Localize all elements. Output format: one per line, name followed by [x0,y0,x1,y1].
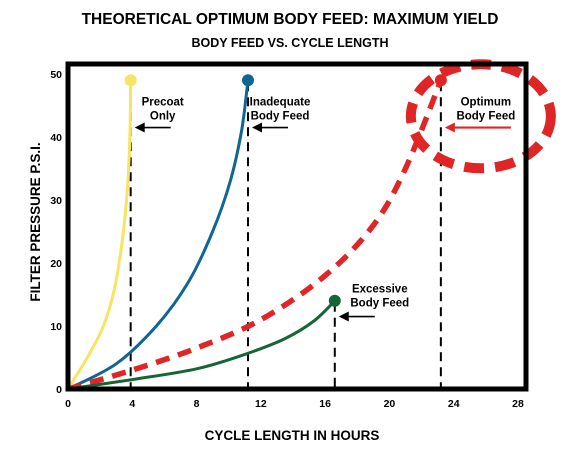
y-tick-label: 20 [50,258,62,270]
y-tick-label: 10 [50,321,62,333]
annotation-label-excessive: Excessive [352,284,408,296]
x-tick-label: 28 [512,398,524,410]
plot-frame [65,61,529,392]
annotation-label-precoat: Only [150,111,176,123]
series-endpoint-precoat-only [124,74,137,87]
annotation-label-excessive: Body Feed [350,298,409,310]
y-tick-label: 0 [56,384,62,396]
annotation-label-inadequate: Body Feed [251,111,310,123]
series-endpoint-inadequate-body-feed [242,74,254,87]
chart-subtitle: BODY FEED VS. CYCLE LENGTH [191,36,388,50]
y-tick-label: 50 [50,69,62,81]
x-axis-label: CYCLE LENGTH IN HOURS [205,428,380,443]
x-tick-label: 4 [129,398,135,410]
series-endpoint-optimum-body-feed [434,74,447,87]
y-tick-label: 30 [50,195,62,207]
series-line-optimum-body-feed [67,79,444,392]
x-tick-label: 20 [384,398,396,410]
y-axis-label: FILTER PRESSURE P.S.I. [28,142,43,301]
x-tick-label: 8 [194,398,200,410]
x-tick-label: 0 [65,398,71,410]
series-line-precoat-only [66,80,133,390]
series-endpoint-excessive-body-feed [328,294,341,307]
series-line-inadequate-body-feed [67,80,250,391]
annotation-label-optimum: Body Feed [456,111,515,123]
arrow-head-precoat [134,122,145,133]
x-tick-label: 16 [319,398,331,410]
x-tick-label: 24 [448,398,460,410]
series-line-excessive-body-feed [67,299,336,391]
arrow-head-inadequate [252,122,262,133]
x-tick-label: 12 [255,398,267,410]
y-tick-label: 40 [50,132,62,144]
arrow-head-excessive [338,311,349,322]
annotation-label-inadequate: Inadequate [250,97,311,109]
arrow-head-optimum [444,122,455,133]
chart-title: THEORETICAL OPTIMUM BODY FEED: MAXIMUM Y… [82,11,499,28]
annotation-label-precoat: Precoat [142,97,184,109]
annotation-label-optimum: Optimum [461,97,511,109]
